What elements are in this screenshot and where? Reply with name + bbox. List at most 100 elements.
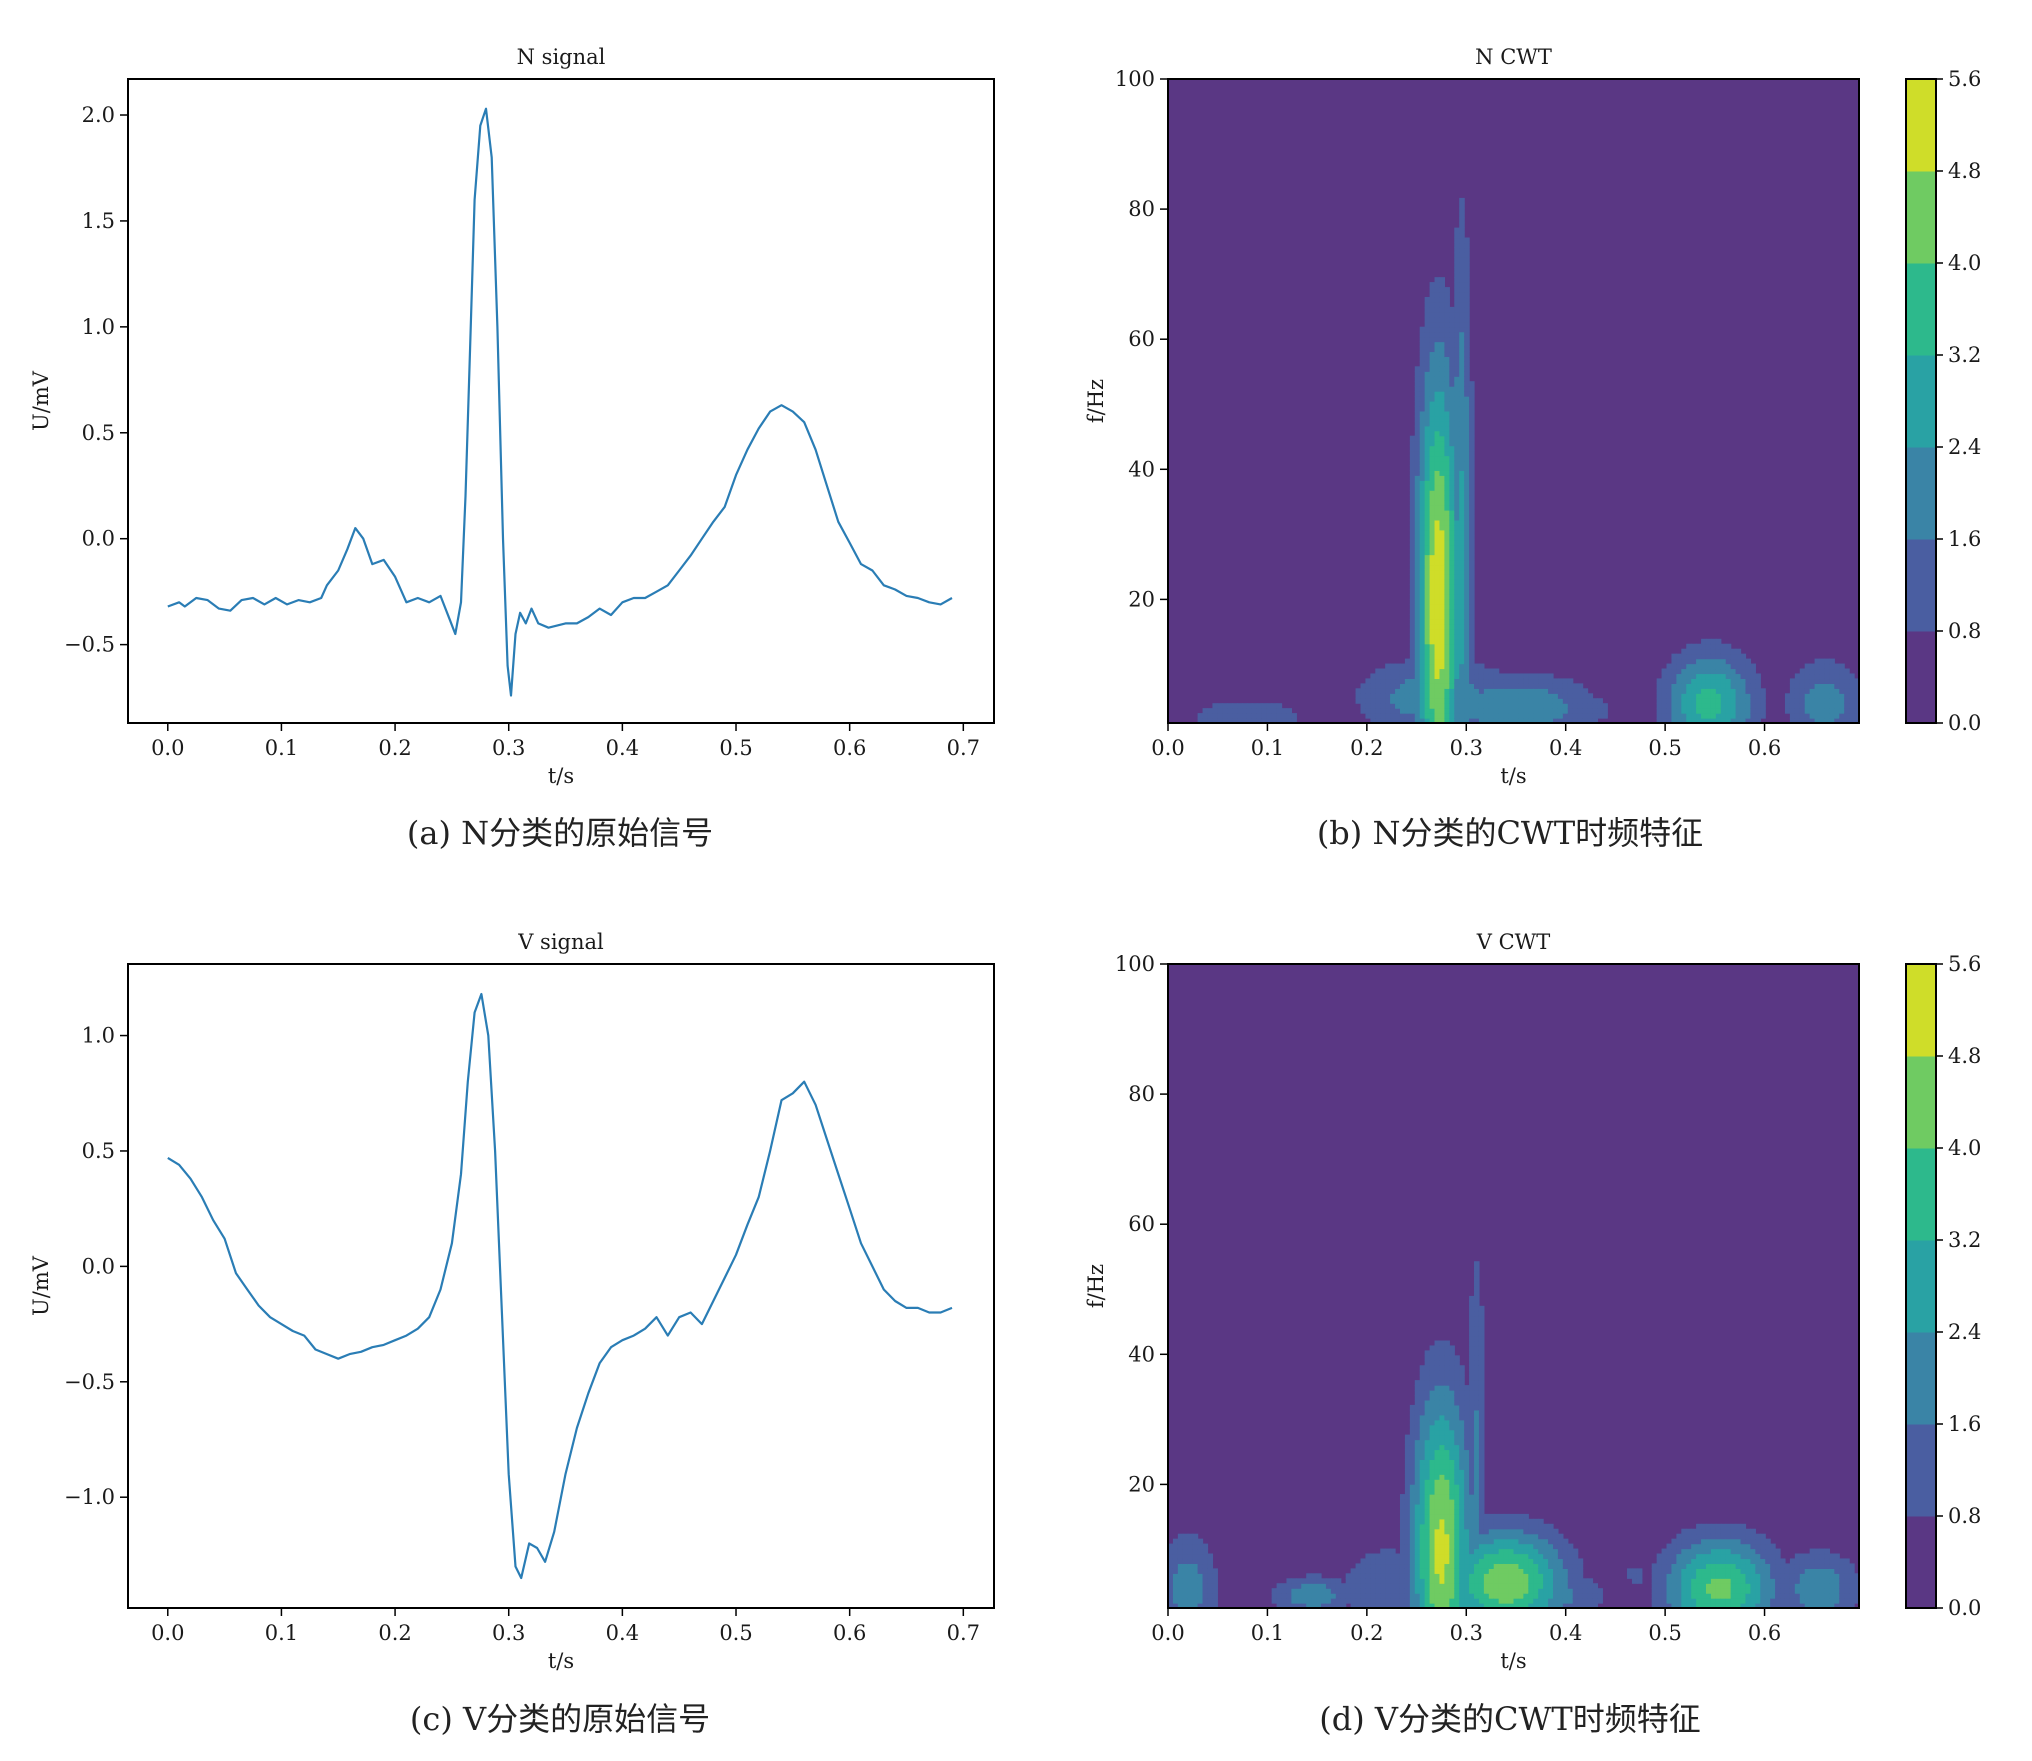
heatmap-cell bbox=[1168, 1573, 1174, 1579]
heatmap-cell bbox=[1789, 1568, 1796, 1574]
heatmap-cell bbox=[1222, 708, 1228, 714]
heatmap-cell bbox=[1414, 524, 1421, 531]
heatmap-cell bbox=[1469, 450, 1475, 457]
heatmap-cell bbox=[1419, 1548, 1426, 1555]
heatmap-cell bbox=[1439, 1479, 1445, 1485]
heatmap-cell bbox=[1469, 475, 1475, 481]
heatmap-cell bbox=[1454, 1449, 1460, 1456]
heatmap-cell bbox=[1202, 1588, 1209, 1594]
heatmap-cell bbox=[1434, 1360, 1441, 1366]
heatmap-cell bbox=[1429, 495, 1436, 501]
heatmap-cell bbox=[1459, 1424, 1465, 1431]
heatmap-cell bbox=[1562, 1558, 1569, 1565]
heatmap-cell bbox=[1439, 381, 1445, 387]
heatmap-cell bbox=[1444, 1568, 1450, 1574]
heatmap-cell bbox=[1459, 614, 1465, 620]
heatmap-cell bbox=[1513, 1518, 1520, 1525]
heatmap-cell bbox=[1434, 1603, 1441, 1608]
heatmap-cell bbox=[1592, 1583, 1599, 1589]
heatmap-cell bbox=[1281, 1603, 1288, 1608]
heatmap-cell bbox=[1404, 1434, 1411, 1441]
heatmap-cell bbox=[1439, 346, 1445, 353]
heatmap-cell bbox=[1409, 1479, 1416, 1485]
heatmap-cell bbox=[1493, 1533, 1500, 1540]
heatmap-cell bbox=[1395, 1588, 1401, 1594]
heatmap-cell bbox=[1424, 1439, 1431, 1446]
heatmap-cell bbox=[1730, 703, 1737, 709]
heatmap-cell bbox=[1399, 708, 1406, 714]
heatmap-cell bbox=[1478, 1325, 1485, 1332]
heatmap-cell bbox=[1597, 1593, 1603, 1599]
heatmap-cell bbox=[1424, 296, 1431, 303]
heatmap-cell bbox=[1543, 1553, 1549, 1560]
heatmap-cell bbox=[1276, 1593, 1283, 1599]
heatmap-cell bbox=[1488, 1513, 1495, 1520]
heatmap-cell bbox=[1533, 1563, 1539, 1569]
heatmap-cell bbox=[1740, 708, 1747, 714]
heatmap-cell bbox=[1691, 688, 1697, 694]
heatmap-cell bbox=[1799, 1598, 1806, 1604]
heatmap-cell bbox=[1335, 1593, 1342, 1599]
heatmap-cell bbox=[1548, 1593, 1554, 1599]
heatmap-cell bbox=[1804, 678, 1811, 684]
heatmap-cell bbox=[1730, 693, 1737, 699]
heatmap-cell bbox=[1449, 1484, 1455, 1490]
heatmap-cell bbox=[1207, 1578, 1214, 1584]
heatmap-cell bbox=[1661, 683, 1668, 689]
heatmap-cell bbox=[1750, 1558, 1756, 1565]
heatmap-cell bbox=[1444, 460, 1450, 466]
heatmap-cell bbox=[1849, 673, 1855, 680]
heatmap-cell bbox=[1676, 1568, 1682, 1574]
colorbar-tick-label: 0.0 bbox=[1948, 1596, 1981, 1620]
heatmap-cell bbox=[1809, 1553, 1816, 1560]
heatmap-cell bbox=[1177, 1593, 1184, 1599]
heatmap-cell bbox=[1740, 678, 1747, 684]
heatmap-cell bbox=[1483, 688, 1490, 694]
colorbar-segment bbox=[1906, 964, 1936, 1057]
heatmap-cell bbox=[1414, 549, 1421, 556]
heatmap-cell bbox=[1478, 1459, 1485, 1465]
x-tick-label: 0.3 bbox=[1450, 736, 1483, 760]
heatmap-cell bbox=[1493, 698, 1500, 704]
heatmap-cell bbox=[1686, 1543, 1692, 1550]
heatmap-cell bbox=[1474, 1598, 1480, 1604]
heatmap-cell bbox=[1488, 668, 1495, 675]
heatmap-cell bbox=[1434, 1459, 1441, 1465]
heatmap-cell bbox=[1177, 1578, 1184, 1584]
heatmap-cell bbox=[1439, 505, 1445, 511]
heatmap-cell bbox=[1409, 1528, 1416, 1535]
heatmap-cell bbox=[1671, 693, 1677, 699]
heatmap-cell bbox=[1720, 1583, 1727, 1589]
heatmap-cell bbox=[1829, 703, 1835, 709]
heatmap-cell bbox=[1439, 1429, 1445, 1436]
heatmap-cell bbox=[1464, 301, 1470, 308]
heatmap-cell bbox=[1676, 1573, 1682, 1579]
heatmap-cell bbox=[1459, 287, 1465, 293]
heatmap-cell bbox=[1720, 658, 1727, 665]
heatmap-cell bbox=[1745, 693, 1752, 699]
x-tick-label: 0.3 bbox=[1450, 1621, 1483, 1645]
y-tick-label: 0.5 bbox=[82, 421, 115, 445]
heatmap-cell bbox=[1676, 718, 1682, 723]
heatmap-cell bbox=[1691, 1548, 1697, 1555]
heatmap-cell bbox=[1503, 1583, 1510, 1589]
heatmap-cell bbox=[1839, 1603, 1845, 1608]
heatmap-cell bbox=[1232, 703, 1238, 709]
heatmap-cell bbox=[1291, 1578, 1297, 1584]
heatmap-cell bbox=[1350, 1588, 1357, 1594]
heatmap-cell bbox=[1212, 713, 1218, 719]
heatmap-cell bbox=[1414, 564, 1421, 571]
heatmap-cell bbox=[1459, 1563, 1465, 1569]
heatmap-cell bbox=[1454, 1370, 1460, 1376]
heatmap-cell bbox=[1705, 708, 1712, 714]
heatmap-cell bbox=[1474, 1261, 1480, 1267]
heatmap-cell bbox=[1459, 267, 1465, 273]
heatmap-cell bbox=[1409, 1474, 1416, 1480]
heatmap-cell bbox=[1745, 1528, 1752, 1535]
heatmap-cell bbox=[1424, 445, 1431, 452]
heatmap-cell bbox=[1434, 653, 1441, 660]
heatmap-cell bbox=[1424, 435, 1431, 442]
heatmap-cell bbox=[1424, 1355, 1431, 1361]
heatmap-cell bbox=[1414, 490, 1421, 496]
heatmap-cell bbox=[1375, 1588, 1381, 1594]
